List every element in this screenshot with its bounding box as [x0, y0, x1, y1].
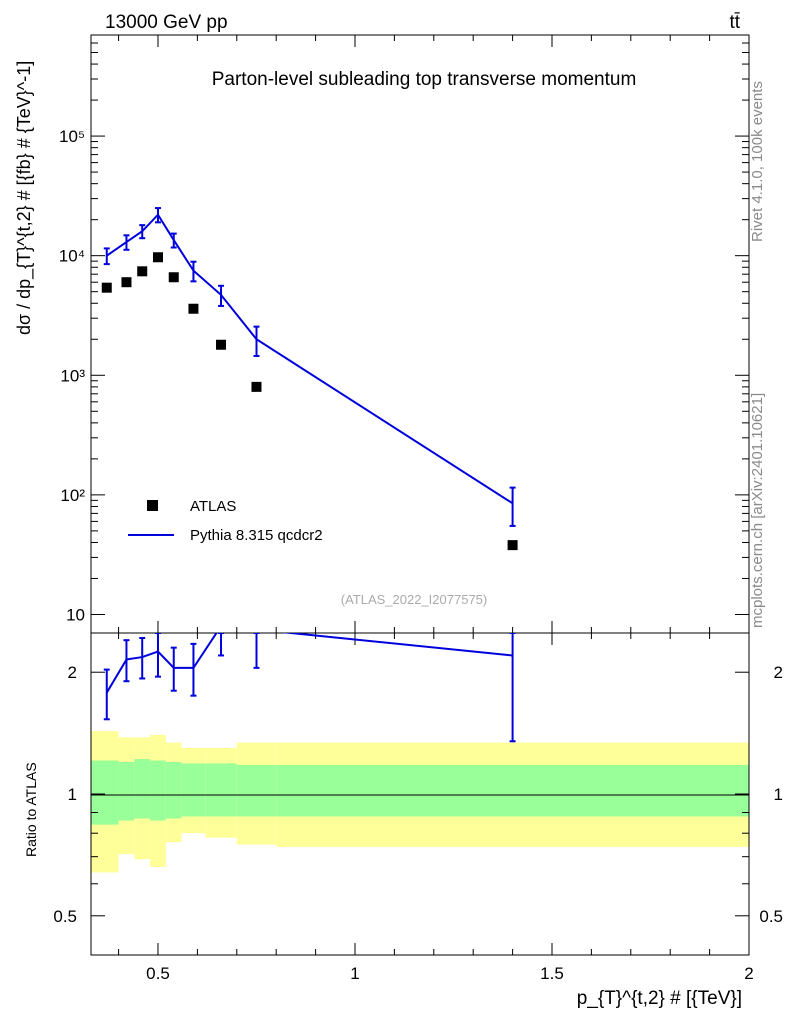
ratio-band-inner: [236, 764, 277, 817]
y-tick-label: 10⁵: [59, 127, 85, 146]
x-tick-label: 1: [350, 964, 359, 983]
ratio-band-inner: [150, 760, 166, 821]
y-tick-label: 10³: [60, 366, 85, 385]
rivet-label: Rivet 4.1.0, 100k events: [749, 81, 766, 242]
legend-atlas-marker: [147, 500, 158, 511]
y-tick-label: 10⁴: [59, 247, 85, 266]
ratio-tick-label-right: 1: [774, 785, 783, 804]
ratio-tick-label-left: 1: [68, 785, 77, 804]
ratio-axis-label: Ratio to ATLAS: [23, 762, 39, 857]
legend-pythia-label: Pythia 8.315 qcdcr2: [190, 527, 323, 544]
ratio-band-inner: [134, 759, 151, 819]
ratio-band-inner: [276, 764, 749, 817]
ratio-tick-label-left: 2: [68, 663, 77, 682]
mcplots-label: mcplots.cern.ch [arXiv:2401.10621]: [749, 393, 766, 628]
atlas-point: [251, 381, 262, 392]
x-tick-label: 0.5: [146, 964, 170, 983]
ratio-band-inner: [118, 761, 135, 821]
ratio-tick-label-right: 2: [774, 663, 783, 682]
ratio-band-inner: [91, 760, 119, 825]
pythia-line: [106, 213, 514, 505]
atlas-point: [188, 303, 199, 314]
ratio-band-inner: [165, 761, 182, 819]
ratio-tick-label-right: 0.5: [759, 907, 783, 926]
y-tick-label: 10²: [60, 486, 85, 505]
y-axis-label: dσ / dp_{T}^{t,2} # [{fb} # {TeV}^-1]: [14, 61, 35, 335]
ratio-tick-label-left: 0.5: [53, 907, 77, 926]
header-left: 13000 GeV pp: [105, 12, 228, 33]
x-axis-label: p_{T}^{t,2} # [{TeV}]: [577, 988, 742, 1009]
atlas-point: [101, 282, 112, 293]
y-tick-label: 10: [66, 605, 85, 624]
atlas-point: [168, 272, 179, 283]
atlas-point: [216, 339, 227, 350]
x-tick-label: 1.5: [540, 964, 564, 983]
ratio-line: [105, 633, 513, 694]
atlas-point: [152, 252, 163, 263]
atlas-point: [137, 266, 148, 277]
ratio-band-inner: [205, 763, 237, 817]
ratio-bands: [91, 731, 749, 873]
header-right: tt̄: [729, 12, 740, 33]
axis-ticks: 0.5 1 1.5 2 10 10² 10³ 10⁴ 10⁵ 0.5 0.5 1 1 2 2: [53, 34, 783, 983]
ratio-marks: [103, 633, 516, 743]
legend-atlas-label: ATLAS: [190, 498, 236, 515]
data-marks: [101, 207, 518, 743]
atlas-point: [121, 277, 132, 288]
atlas-point: [507, 540, 518, 551]
x-tick-label: 2: [744, 964, 753, 983]
ratio-band-inner: [181, 763, 206, 817]
chart-title: Parton-level subleading top transverse m…: [212, 69, 637, 90]
legend: ATLAS Pythia 8.315 qcdcr2: [128, 498, 323, 544]
analysis-tag: (ATLAS_2022_I2077575): [341, 592, 487, 607]
